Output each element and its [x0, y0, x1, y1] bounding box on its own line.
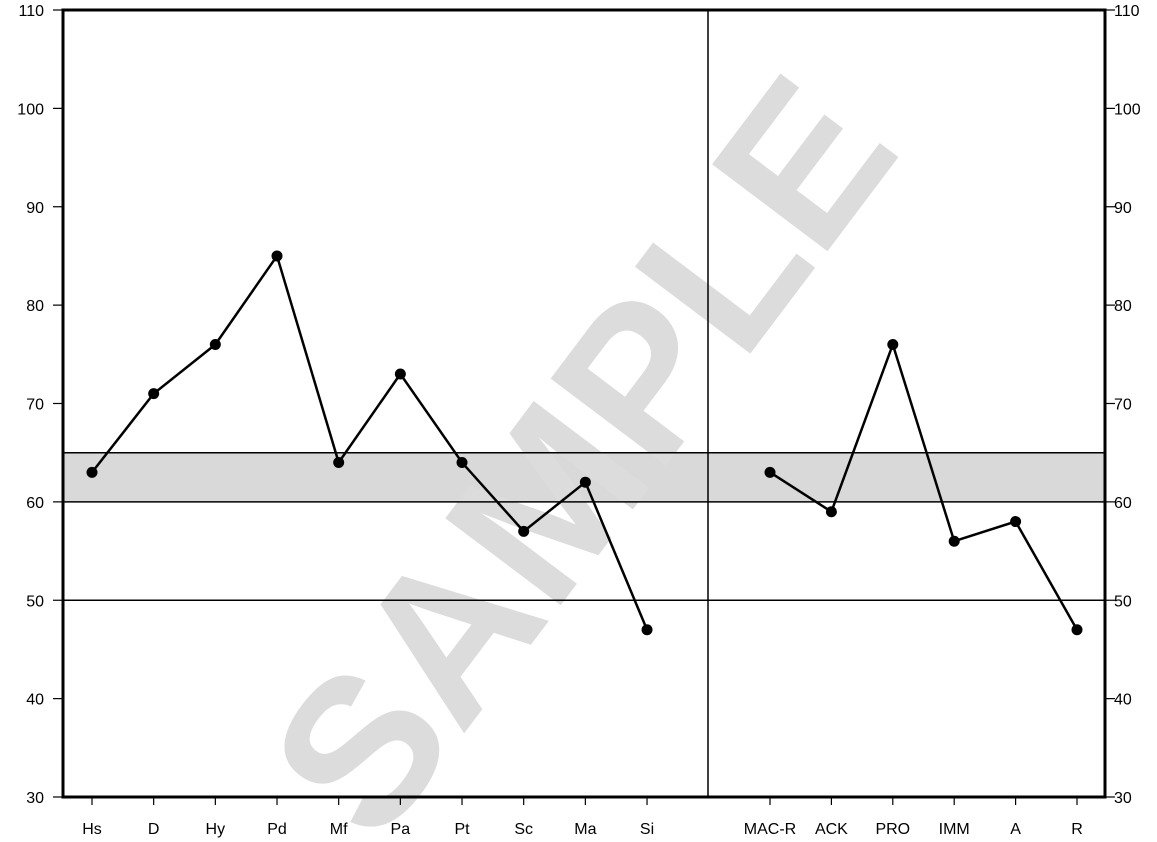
x-tick-label-hy: Hy [206, 821, 226, 838]
x-tick-label-r: R [1071, 821, 1083, 838]
data-point-hs [86, 466, 98, 478]
data-point-ack [825, 506, 837, 518]
x-tick-label-ma: Ma [574, 821, 596, 838]
data-point-ma [579, 476, 591, 488]
data-point-pro [887, 338, 899, 350]
x-tick-label-hs: Hs [82, 821, 102, 838]
y-tick-label-right: 100 [1114, 101, 1141, 118]
y-tick-label-left: 110 [18, 3, 44, 20]
x-tick-label-a: A [1010, 821, 1021, 838]
x-tick-label-pro: PRO [875, 821, 910, 838]
data-point-hy [209, 338, 221, 350]
x-tick-label-ack: ACK [815, 821, 848, 838]
y-tick-label-left: 90 [26, 200, 44, 217]
x-tick-label-pd: Pd [267, 821, 287, 838]
x-tick-label-pt: Pt [454, 821, 470, 838]
x-tick-label-imm: IMM [939, 821, 970, 838]
data-point-r [1071, 624, 1083, 636]
y-tick-label-right: 50 [1114, 593, 1132, 610]
data-point-sc [518, 525, 530, 537]
y-tick-label-left: 50 [26, 593, 44, 610]
y-tick-label-right: 70 [1114, 397, 1132, 414]
series-line-panel-1 [91, 253, 649, 631]
x-tick-label-mac-r: MAC-R [744, 821, 796, 838]
y-tick-label-right: 60 [1114, 495, 1132, 512]
data-point-d [148, 388, 160, 400]
data-point-si [641, 624, 653, 636]
y-tick-label-right: 40 [1114, 692, 1132, 709]
data-point-pa [394, 368, 406, 380]
data-point-pd [271, 250, 283, 262]
data-point-mac-r [764, 466, 776, 478]
y-tick-label-left: 100 [17, 101, 44, 118]
data-point-imm [948, 535, 960, 547]
x-tick-label-pa: Pa [391, 821, 411, 838]
y-tick-label-left: 70 [26, 397, 44, 414]
data-point-mf [333, 457, 345, 469]
series-line-panel-2 [769, 340, 1079, 631]
y-tick-label-right: 80 [1114, 298, 1132, 315]
x-tick-label-mf: Mf [330, 821, 348, 838]
y-tick-label-left: 40 [26, 692, 44, 709]
y-tick-label-right: 110 [1114, 3, 1140, 20]
x-tick-label-sc: Sc [514, 821, 533, 838]
y-tick-label-right: 90 [1114, 200, 1132, 217]
data-point-a [1010, 516, 1022, 528]
y-tick-label-left: 60 [26, 495, 44, 512]
x-tick-label-d: D [148, 821, 160, 838]
data-point-pt [456, 457, 468, 469]
y-tick-label-right: 30 [1114, 790, 1132, 807]
x-tick-label-si: Si [640, 821, 654, 838]
y-tick-label-left: 30 [26, 790, 44, 807]
y-tick-label-left: 80 [26, 298, 44, 315]
